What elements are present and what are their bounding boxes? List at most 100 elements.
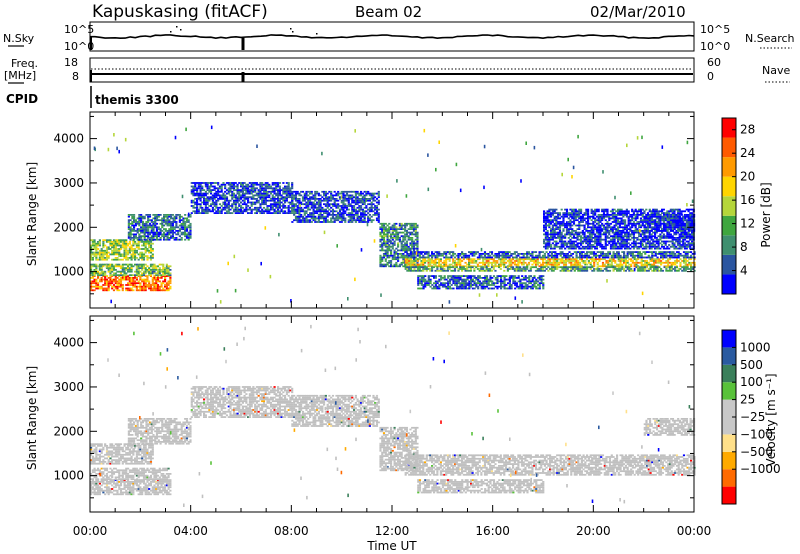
data-cell: [333, 221, 336, 223]
data-cell: [112, 269, 116, 271]
data-cell: [123, 269, 126, 271]
data-cell: [470, 278, 473, 281]
data-cell: [375, 192, 379, 195]
data-cell: [112, 241, 116, 243]
data-cell: [125, 239, 128, 242]
data-cell: [482, 280, 485, 283]
data-cell: [556, 268, 559, 270]
data-cell: [217, 210, 220, 213]
data-cell: [412, 245, 416, 248]
data-cell: [134, 222, 137, 225]
data-cell: [665, 269, 668, 272]
data-cell: [455, 275, 459, 277]
data-cell: [492, 258, 495, 261]
data-cell: [142, 255, 146, 257]
data-cell: [127, 269, 130, 271]
data-cell: [278, 205, 281, 207]
data-cell: [123, 263, 126, 266]
data-cell: [570, 258, 573, 261]
data-cell: [573, 260, 576, 262]
data-cell: [549, 260, 552, 262]
data-cell: [407, 253, 410, 255]
data-cell: [125, 269, 128, 271]
data-cell: [93, 265, 96, 268]
data-cell: [564, 261, 568, 264]
data-cell: [593, 258, 596, 261]
data-cell: [651, 256, 654, 259]
data-cell: [450, 269, 453, 272]
data-cell: [546, 214, 549, 216]
data-cell: [132, 249, 135, 252]
data-cell: [353, 214, 356, 216]
data-cell: [540, 265, 543, 268]
data-cell: [240, 194, 243, 197]
data-cell: [112, 285, 116, 288]
data-cell: [138, 217, 141, 220]
data-cell: [555, 226, 558, 229]
data-cell: [529, 282, 533, 285]
data-cell: [457, 258, 460, 261]
data-cell: [169, 265, 172, 268]
data-cell: [555, 222, 558, 225]
data-cell: [658, 269, 661, 272]
data-cell: [112, 284, 116, 286]
data-cell: [443, 269, 446, 272]
data-cell: [368, 210, 371, 213]
data-cell: [550, 268, 553, 270]
data-cell: [527, 253, 531, 255]
data-cell: [310, 203, 313, 206]
data-cell: [544, 231, 547, 234]
data-cell: [607, 254, 610, 257]
data-cell: [487, 284, 490, 286]
data-cell: [294, 210, 298, 213]
data-cell: [628, 263, 631, 266]
data-cell: [210, 190, 213, 193]
data-cell: [473, 275, 476, 277]
data-cell: [342, 199, 345, 202]
data-cell: [114, 282, 117, 285]
data-cell: [586, 268, 589, 270]
data-cell: [594, 260, 597, 262]
data-cell: [500, 278, 503, 281]
data-cell: [382, 263, 386, 266]
data-cell: [540, 263, 543, 266]
data-cell: [303, 203, 306, 206]
data-cell: [644, 256, 647, 259]
data-cell: [684, 268, 687, 270]
data-cell: [470, 280, 473, 283]
data-cell: [310, 212, 313, 214]
data-cell: [273, 192, 276, 195]
data-cell: [436, 266, 439, 269]
data-cell: [693, 256, 696, 259]
data-cell: [619, 254, 622, 257]
data-cell: [487, 278, 490, 281]
data-cell: [199, 199, 202, 202]
data-cell: [405, 242, 408, 245]
data-cell: [112, 251, 116, 254]
data-cell: [102, 253, 105, 256]
data-cell: [370, 203, 373, 206]
data-cell: [434, 285, 437, 288]
data-cell: [582, 251, 585, 253]
data-cell: [275, 210, 278, 213]
data-cell: [262, 199, 266, 202]
data-cell: [353, 196, 356, 199]
data-cell: [170, 224, 173, 227]
data-cell: [489, 280, 492, 283]
data-cell: [285, 206, 288, 209]
data-cell: [136, 231, 139, 234]
data-cell: [544, 219, 547, 222]
data-cell: [310, 192, 313, 195]
data-cell: [374, 205, 377, 207]
data-cell: [264, 182, 267, 184]
data-cell: [129, 219, 132, 222]
data-cell: [298, 192, 301, 195]
data-cell: [414, 242, 417, 245]
data-cell: [438, 280, 441, 283]
data-cell: [675, 256, 679, 259]
data-cell: [105, 239, 109, 242]
data-cell: [90, 277, 93, 279]
data-cell: [440, 282, 443, 285]
data-cell: [121, 246, 124, 249]
data-cell: [142, 244, 146, 247]
